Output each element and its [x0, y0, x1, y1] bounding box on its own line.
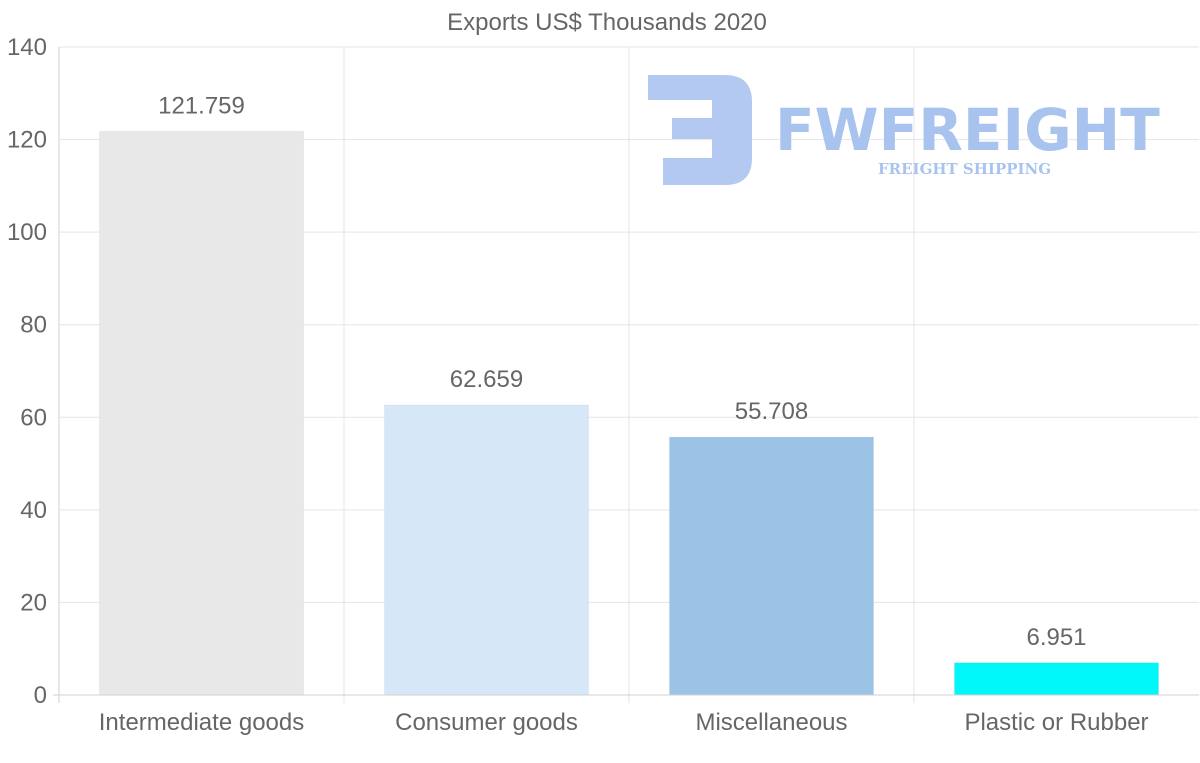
watermark-tagline-text: FREIGHT SHIPPING — [878, 160, 1051, 178]
bar-value-label: 6.951 — [1026, 624, 1086, 651]
y-tick-label: 120 — [7, 127, 47, 154]
bar-plastic-or-rubber — [954, 662, 1159, 696]
y-tick-label: 60 — [20, 404, 47, 431]
value-labels: 121.759 62.659 55.708 6.951 — [158, 92, 1086, 650]
axes: 0 20 40 60 80 100 120 140 Intermediate goods Cons… — [7, 34, 1199, 736]
bar-value-label: 55.708 — [735, 398, 808, 425]
bar-miscellaneous — [669, 436, 874, 696]
y-tick-label: 140 — [7, 34, 47, 61]
y-tick-label: 0 — [34, 682, 47, 709]
y-tick-label: 40 — [20, 497, 47, 524]
x-category-label: Miscellaneous — [695, 709, 847, 736]
y-tick-label: 80 — [20, 312, 47, 339]
bar-consumer-goods — [384, 404, 589, 696]
bar-intermediate-goods — [99, 130, 304, 696]
y-tick-label: 20 — [20, 589, 47, 616]
fwfreight-logo-icon — [648, 75, 752, 185]
watermark-brand-text: FWFREIGHT — [775, 96, 1160, 164]
bar-value-label: 121.759 — [158, 92, 245, 119]
chart-title: Exports US$ Thousands 2020 — [447, 9, 767, 36]
y-tick-label: 100 — [7, 219, 47, 246]
x-category-label: Intermediate goods — [99, 709, 304, 736]
x-category-label: Consumer goods — [395, 709, 578, 736]
bar-value-label: 62.659 — [450, 366, 523, 393]
x-category-label: Plastic or Rubber — [964, 709, 1148, 736]
fwfreight-watermark-logo: FWFREIGHT FREIGHT SHIPPING — [648, 75, 1160, 185]
